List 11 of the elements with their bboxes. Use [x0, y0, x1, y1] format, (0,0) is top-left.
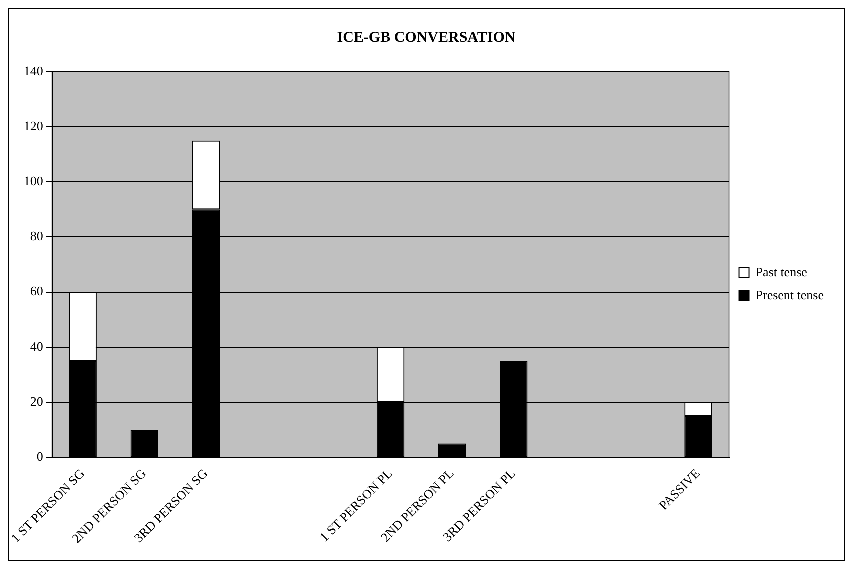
- y-tick-label: 80: [30, 228, 44, 244]
- y-tick-label: 100: [24, 174, 44, 189]
- legend-label: Present tense: [756, 287, 824, 302]
- chart-title: ICE-GB CONVERSATION: [337, 30, 516, 46]
- legend-label: Past tense: [756, 264, 808, 280]
- y-tick-label: 140: [24, 63, 44, 78]
- y-tick-label: 0: [36, 448, 44, 464]
- y-tick-label: 20: [30, 394, 44, 409]
- y-tick-label: 120: [24, 118, 44, 134]
- y-tick-label: 60: [30, 284, 44, 299]
- y-tick-label: 40: [30, 338, 44, 354]
